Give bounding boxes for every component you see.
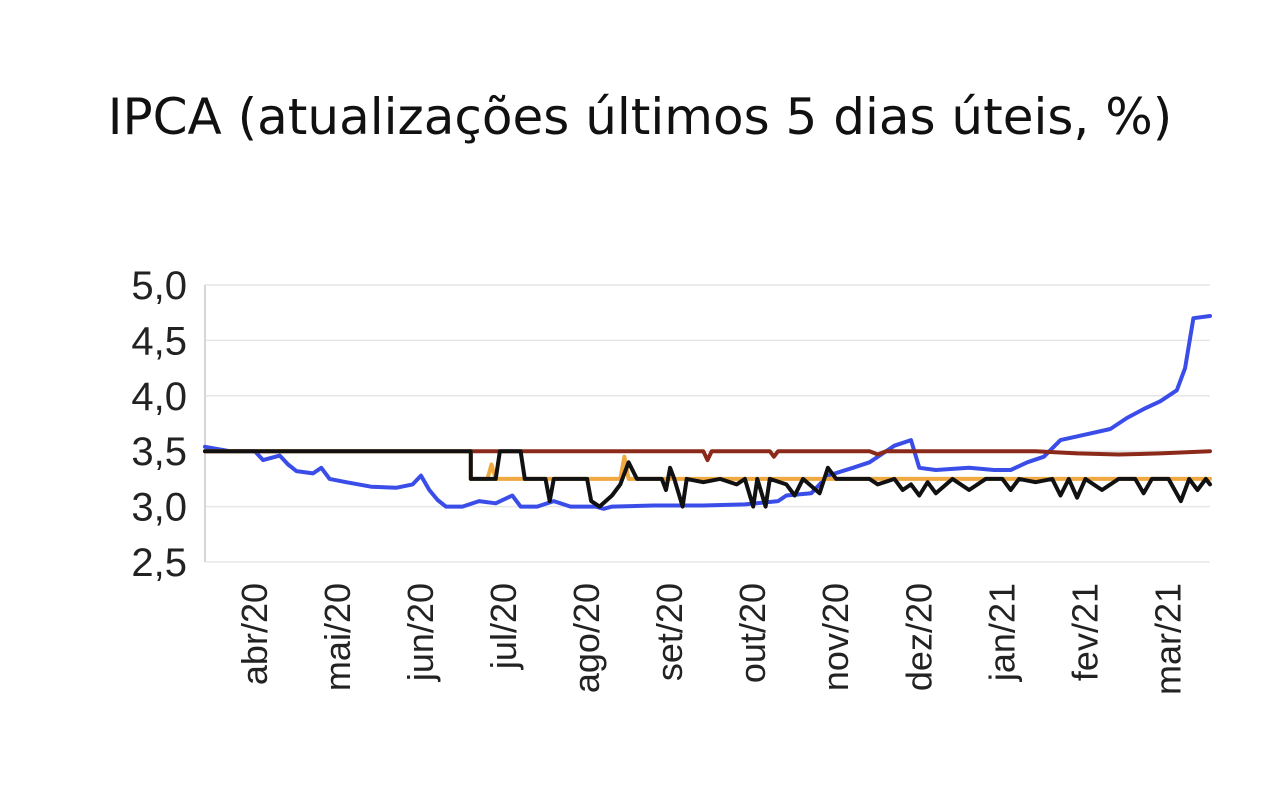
y-tick-labels: 5,0 4,5 4,0 3,5 3,0 2,5 xyxy=(131,264,187,585)
chart-title: IPCA (atualizações últimos 5 dias úteis,… xyxy=(107,88,1173,146)
y-tick-label: 5,0 xyxy=(131,264,187,308)
x-tick-label: fev/21 xyxy=(1064,583,1105,681)
y-tick-label: 3,5 xyxy=(131,430,187,474)
y-tick-label: 4,0 xyxy=(131,375,187,419)
x-tick-label: mai/20 xyxy=(317,583,358,691)
x-tick-label: jun/20 xyxy=(400,583,441,682)
x-tick-label: jan/21 xyxy=(981,583,1022,682)
series-line-2 xyxy=(203,449,1212,481)
x-tick-label: jul/20 xyxy=(483,583,524,670)
x-tick-label: ago/20 xyxy=(566,583,607,693)
gridlines xyxy=(205,284,1210,563)
series-line-3 xyxy=(203,449,1212,509)
x-tick-label: out/20 xyxy=(732,583,773,683)
y-tick-label: 4,5 xyxy=(131,319,187,363)
x-tick-label: nov/20 xyxy=(815,583,856,691)
x-tick-label: mar/21 xyxy=(1147,583,1188,695)
x-tick-label: dez/20 xyxy=(898,583,939,691)
series-lines xyxy=(203,314,1212,511)
x-tick-labels: abr/20 mai/20 jun/20 jul/20 ago/20 set/20 out/… xyxy=(234,583,1189,695)
series-line-0 xyxy=(203,314,1212,511)
y-tick-label: 3,0 xyxy=(131,486,187,530)
x-tick-label: abr/20 xyxy=(234,583,275,685)
x-tick-label: set/20 xyxy=(649,583,690,681)
series-line-1 xyxy=(203,449,1212,463)
y-tick-label: 2,5 xyxy=(131,541,187,585)
